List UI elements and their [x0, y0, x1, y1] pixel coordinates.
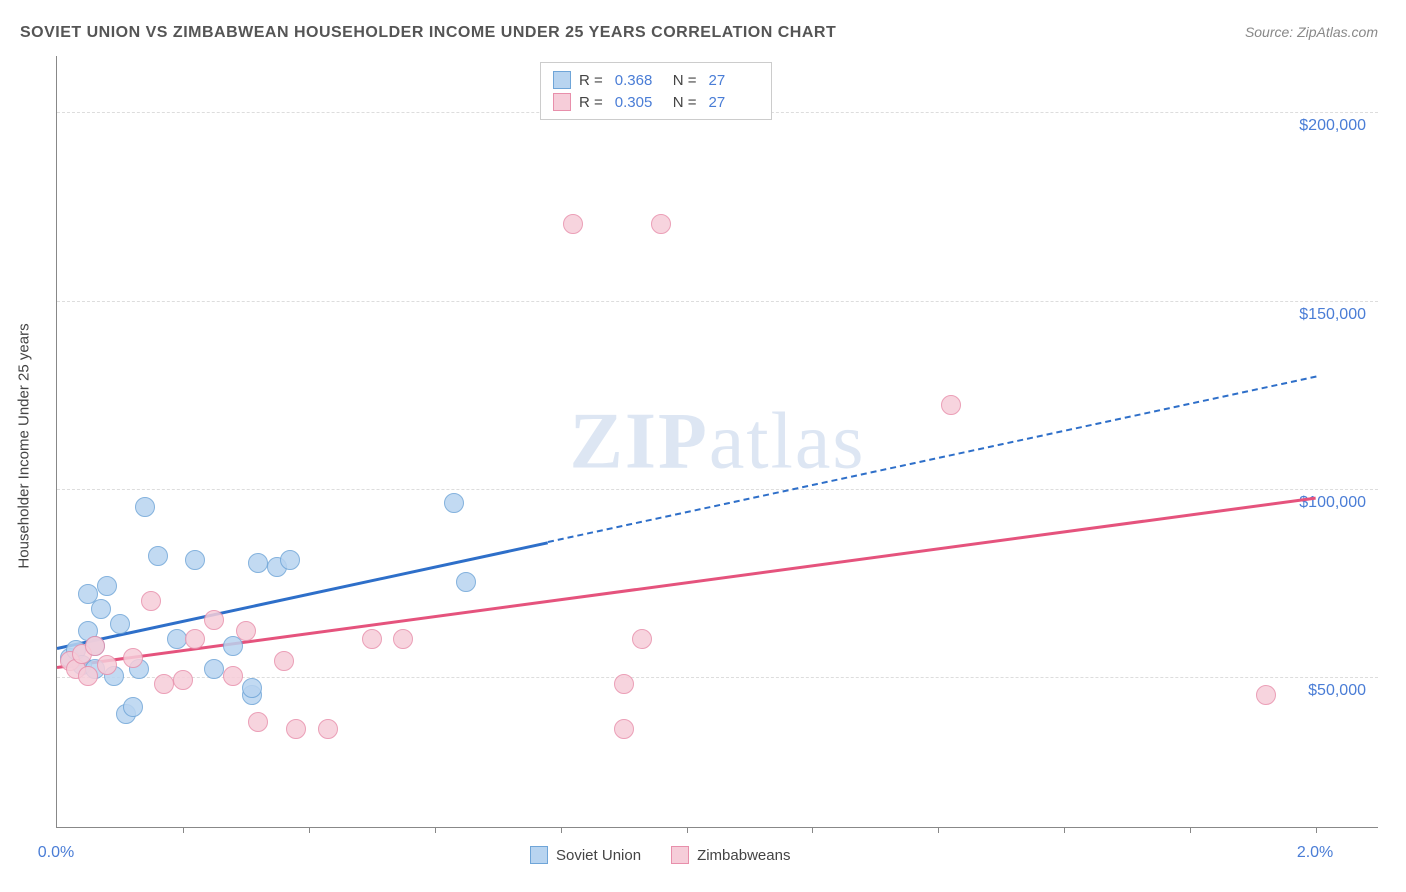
data-point [185, 629, 205, 649]
n-value: 27 [709, 94, 759, 111]
x-tick [1064, 827, 1065, 833]
data-point [85, 636, 105, 656]
data-point [91, 599, 111, 619]
data-point [78, 666, 98, 686]
x-tick-label: 0.0% [38, 844, 74, 862]
x-tick [938, 827, 939, 833]
legend-row: R = 0.368 N = 27 [553, 69, 759, 91]
legend-swatch [553, 93, 571, 111]
r-label: R = [579, 72, 603, 89]
data-point [632, 629, 652, 649]
data-point [110, 614, 130, 634]
data-point [148, 546, 168, 566]
data-point [362, 629, 382, 649]
x-tick [812, 827, 813, 833]
data-point [97, 655, 117, 675]
legend-swatch [530, 846, 548, 864]
x-tick-label: 2.0% [1297, 844, 1333, 862]
data-point [185, 550, 205, 570]
y-tick-label: $200,000 [1299, 117, 1366, 135]
data-point [614, 719, 634, 739]
x-tick [309, 827, 310, 833]
plot-area: ZIPatlas $50,000$100,000$150,000$200,000 [56, 56, 1378, 828]
data-point [123, 648, 143, 668]
legend-item: Soviet Union [530, 846, 641, 864]
data-point [167, 629, 187, 649]
watermark-rest: atlas [709, 397, 866, 485]
x-tick [561, 827, 562, 833]
data-point [456, 572, 476, 592]
data-point [651, 214, 671, 234]
data-point [444, 493, 464, 513]
trend-line [548, 376, 1316, 543]
trend-line [57, 497, 1316, 669]
data-point [123, 697, 143, 717]
y-tick-label: $50,000 [1308, 682, 1366, 700]
data-point [204, 659, 224, 679]
data-point [204, 610, 224, 630]
gridline [57, 301, 1378, 302]
data-point [97, 576, 117, 596]
x-tick [1190, 827, 1191, 833]
n-label: N = [673, 72, 697, 89]
data-point [393, 629, 413, 649]
correlation-legend: R = 0.368 N = 27 R = 0.305 N = 27 [540, 62, 772, 120]
watermark: ZIPatlas [570, 396, 866, 487]
n-value: 27 [709, 72, 759, 89]
legend-swatch [553, 71, 571, 89]
r-value: 0.305 [615, 94, 665, 111]
watermark-bold: ZIP [570, 397, 709, 485]
legend-item: Zimbabweans [671, 846, 790, 864]
data-point [242, 678, 262, 698]
data-point [274, 651, 294, 671]
n-label: N = [673, 94, 697, 111]
data-point [141, 591, 161, 611]
legend-series-name: Zimbabweans [697, 847, 790, 864]
x-tick [1316, 827, 1317, 833]
x-tick [687, 827, 688, 833]
data-point [941, 395, 961, 415]
data-point [286, 719, 306, 739]
y-axis-label: Householder Income Under 25 years [16, 323, 33, 568]
data-point [154, 674, 174, 694]
data-point [1256, 685, 1276, 705]
series-legend: Soviet Union Zimbabweans [530, 846, 790, 864]
data-point [223, 666, 243, 686]
data-point [135, 497, 155, 517]
gridline [57, 489, 1378, 490]
legend-row: R = 0.305 N = 27 [553, 91, 759, 113]
data-point [318, 719, 338, 739]
data-point [173, 670, 193, 690]
chart-title: SOVIET UNION VS ZIMBABWEAN HOUSEHOLDER I… [20, 24, 836, 42]
data-point [563, 214, 583, 234]
r-value: 0.368 [615, 72, 665, 89]
source-attribution: Source: ZipAtlas.com [1245, 24, 1378, 40]
data-point [614, 674, 634, 694]
x-tick [435, 827, 436, 833]
x-tick [183, 827, 184, 833]
y-tick-label: $150,000 [1299, 306, 1366, 324]
r-label: R = [579, 94, 603, 111]
legend-series-name: Soviet Union [556, 847, 641, 864]
data-point [280, 550, 300, 570]
data-point [248, 712, 268, 732]
data-point [236, 621, 256, 641]
data-point [248, 553, 268, 573]
legend-swatch [671, 846, 689, 864]
